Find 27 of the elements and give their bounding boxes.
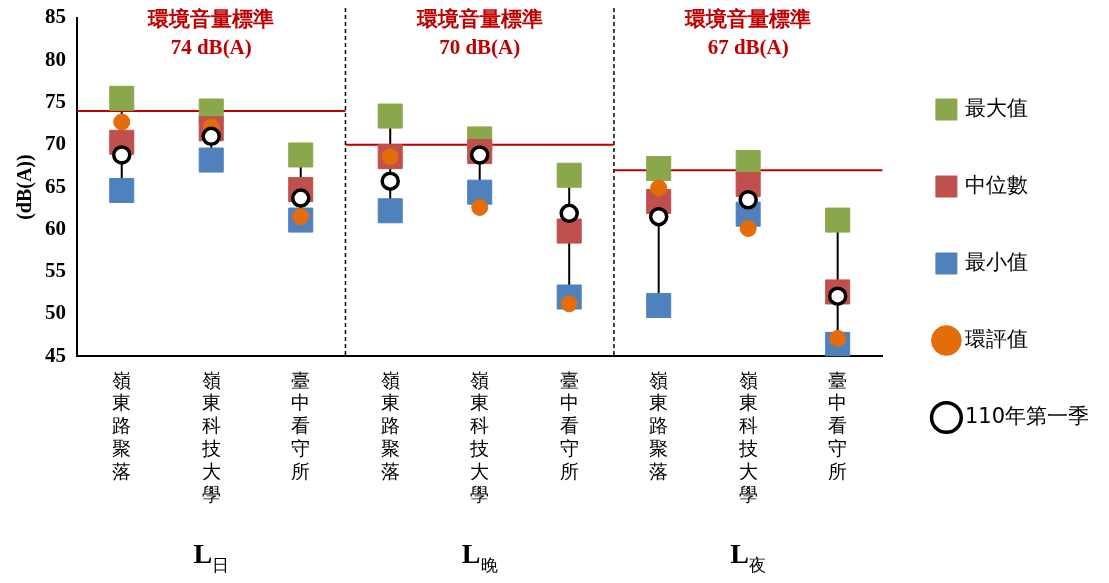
legend-label: 環評值 xyxy=(964,326,1028,351)
legend-label: 中位數 xyxy=(964,172,1028,197)
y-tick-label: 80 xyxy=(45,46,66,71)
x-tick-label: 嶺東路聚落 xyxy=(649,368,669,482)
y-tick-label: 75 xyxy=(45,88,66,113)
x-tick-label: 臺中看守所 xyxy=(828,368,848,482)
legend-label: 最大值 xyxy=(964,95,1028,120)
ref-line-label: 環境音量標準 74 dB(A) xyxy=(147,6,275,59)
y-tick-label: 85 xyxy=(45,4,66,29)
y-tick-label: 55 xyxy=(45,258,66,283)
ref-line-label: 環境音量標準 67 dB(A) xyxy=(684,6,812,59)
y-tick-label: 70 xyxy=(45,131,66,156)
legend-label: 110年第一季 xyxy=(964,403,1090,428)
legend-label: 最小值 xyxy=(964,249,1028,274)
y-tick-label: 65 xyxy=(45,173,66,198)
x-tick-label: 臺中看守所 xyxy=(291,368,311,482)
x-tick-label: 嶺東科技大學 xyxy=(737,368,758,505)
x-tick-label: 臺中看守所 xyxy=(559,368,579,482)
y-tick-label: 60 xyxy=(45,215,66,240)
x-tick-label: 嶺東科技大學 xyxy=(200,368,221,505)
y-tick-label: 50 xyxy=(45,300,66,325)
x-tick-label: 嶺東科技大學 xyxy=(469,368,490,505)
y-tick-label: 45 xyxy=(45,342,66,367)
ref-line-label: 環境音量標準 70 dB(A) xyxy=(415,6,543,59)
x-tick-label: 嶺東路聚落 xyxy=(112,368,132,482)
y-axis-title: (dB(A)) xyxy=(13,154,37,220)
x-tick-label: 嶺東路聚落 xyxy=(380,368,400,482)
